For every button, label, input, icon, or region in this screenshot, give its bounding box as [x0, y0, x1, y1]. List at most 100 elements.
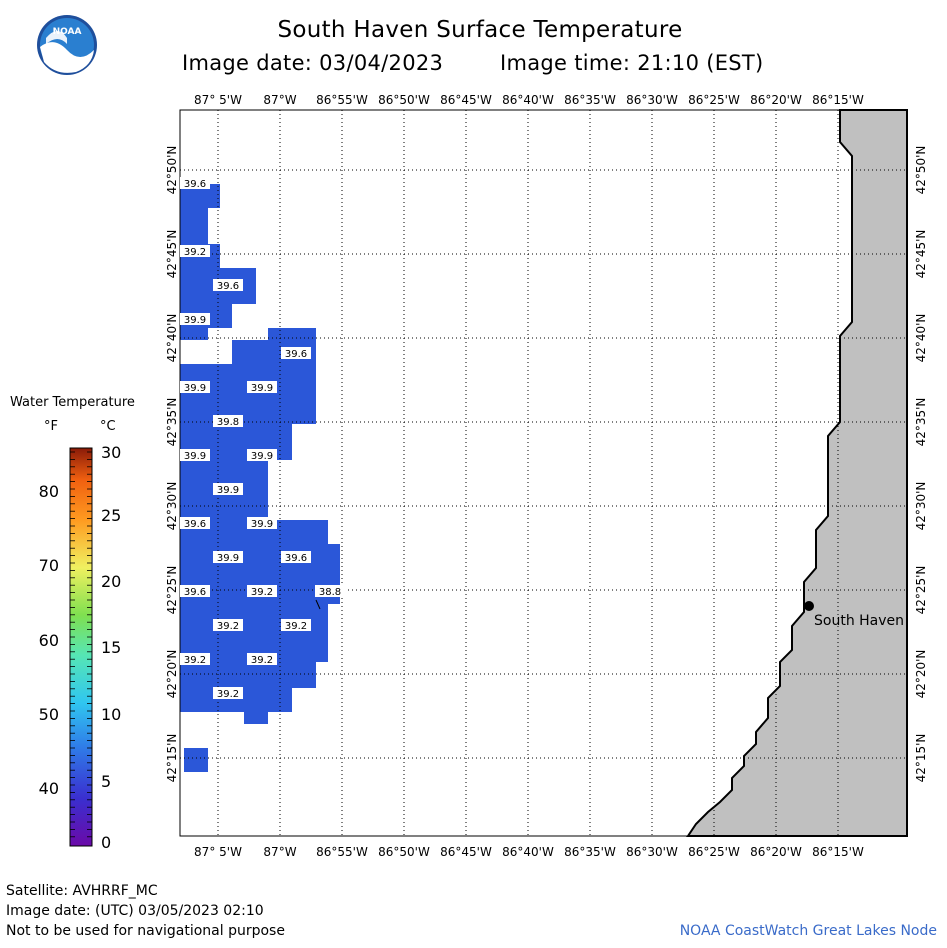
- longitude-label: 86°20'W: [750, 845, 802, 859]
- temperature-label: 39.2: [184, 655, 206, 666]
- longitude-label: 86°25'W: [688, 93, 740, 107]
- temperature-label: 39.9: [184, 383, 206, 394]
- longitude-label: 86°35'W: [564, 845, 616, 859]
- temperature-label-bg: [180, 653, 210, 665]
- longitude-labels-top: 87° 5'W 87°W 86°55'W 86°50'W 86°45'W 86°40'W 8…: [194, 93, 864, 107]
- longitude-label: 86°45'W: [440, 845, 492, 859]
- city-marker-icon: [804, 601, 814, 611]
- temperature-label: 39.2: [251, 587, 273, 598]
- longitude-label: 86°50'W: [378, 93, 430, 107]
- latitude-label: 42°15'N: [914, 734, 928, 783]
- temperature-label: 39.6: [217, 281, 239, 292]
- latitude-label: 42°25'N: [165, 566, 179, 615]
- temperature-label: 39.9: [184, 451, 206, 462]
- water-cell: [180, 544, 340, 586]
- longitude-label: 86°25'W: [688, 845, 740, 859]
- latitude-label: 42°25'N: [914, 566, 928, 615]
- fahrenheit-tick-label: 60: [39, 631, 59, 650]
- temperature-label-bg: [213, 415, 243, 427]
- temperature-label: 39.9: [251, 383, 273, 394]
- latitude-label: 42°35'N: [165, 398, 179, 447]
- celsius-tick-label: 25: [101, 506, 121, 525]
- latitude-label: 42°30'N: [165, 482, 179, 531]
- land-area: [686, 109, 908, 837]
- temperature-label: 39.6: [285, 553, 307, 564]
- latitude-label: 42°30'N: [914, 482, 928, 531]
- celsius-ticks: 30 25 20 15 10 5 0: [101, 443, 121, 852]
- map-title: South Haven Surface Temperature: [277, 17, 683, 43]
- image-time: Image time: 21:10 (EST): [500, 51, 764, 75]
- longitude-label: 86°50'W: [378, 845, 430, 859]
- longitude-label: 87° 5'W: [194, 845, 242, 859]
- logo-text: NOAA: [53, 27, 82, 37]
- graticule: [180, 110, 907, 836]
- label-leader: [315, 599, 321, 610]
- longitude-label: 86°40'W: [502, 93, 554, 107]
- water-cell: [180, 662, 316, 688]
- latitude-label: 42°15'N: [165, 734, 179, 783]
- latitude-label: 42°20'N: [914, 650, 928, 699]
- fahrenheit-tick-label: 70: [39, 556, 59, 575]
- latitude-label: 42°40'N: [914, 314, 928, 363]
- latitude-labels-left: 42°50'N 42°45'N 42°40'N 42°35'N 42°30'N 42°25…: [165, 146, 179, 783]
- water-cell: [180, 364, 316, 424]
- image-date: Image date: 03/04/2023: [182, 51, 444, 75]
- celsius-tick-label: 20: [101, 572, 121, 591]
- celsius-tick-label: 10: [101, 705, 121, 724]
- temperature-label-bg: [213, 279, 243, 291]
- temperature-label: 39.6: [184, 179, 206, 190]
- temperature-label: 39.6: [184, 587, 206, 598]
- temperature-label-bg: [180, 177, 210, 189]
- celsius-tick-label: 0: [101, 833, 111, 852]
- temperature-label: 39.9: [217, 485, 239, 496]
- temperature-label-bg: [180, 517, 210, 529]
- temperature-label: 38.8: [319, 587, 341, 598]
- latitude-label: 42°35'N: [914, 398, 928, 447]
- celsius-tick-label: 15: [101, 638, 121, 657]
- temperature-label: 39.6: [184, 519, 206, 530]
- temperature-label-bg: [180, 449, 210, 461]
- temperature-label: 39.2: [251, 655, 273, 666]
- longitude-label: 86°55'W: [316, 845, 368, 859]
- longitude-label: 86°30'W: [626, 93, 678, 107]
- temperature-label-bg: [180, 585, 210, 597]
- temperature-label-bg: [315, 585, 345, 597]
- fahrenheit-tick-label: 50: [39, 705, 59, 724]
- temperature-label: 39.9: [184, 315, 206, 326]
- temperature-label-bg: [281, 347, 311, 359]
- longitude-label: 87°W: [263, 845, 296, 859]
- temperature-label-bg: [247, 585, 277, 597]
- footer-satellite: Satellite: AVHRRF_MC: [6, 883, 158, 899]
- latitude-label: 42°20'N: [165, 650, 179, 699]
- temperature-label-bg: [180, 313, 210, 325]
- water-cell: [184, 748, 208, 772]
- longitude-label: 86°15'W: [812, 93, 864, 107]
- footer-warning: Not to be used for navigational purpose: [6, 923, 285, 939]
- temperature-label: 39.2: [184, 247, 206, 258]
- temperature-label-bg: [213, 687, 243, 699]
- temperature-label-bg: [213, 551, 243, 563]
- temperature-label-bg: [213, 619, 243, 631]
- longitude-label: 86°40'W: [502, 845, 554, 859]
- latitude-label: 42°45'N: [914, 230, 928, 279]
- longitude-label: 87°W: [263, 93, 296, 107]
- longitude-label: 86°20'W: [750, 93, 802, 107]
- temperature-label: 39.2: [217, 689, 239, 700]
- noaa-logo-icon: NOAA: [37, 15, 97, 75]
- legend-unit-c: °C: [100, 419, 116, 434]
- temperature-labels: 39.6 39.2 39.6 39.9 39.6 39.9 39.9 39.8 39.9 39.9…: [180, 177, 345, 700]
- latitude-label: 42°50'N: [165, 146, 179, 195]
- latitude-label: 42°45'N: [165, 230, 179, 279]
- latitude-label: 42°50'N: [914, 146, 928, 195]
- legend-unit-f: °F: [44, 419, 58, 434]
- temperature-label: 39.9: [251, 519, 273, 530]
- celsius-tick-label: 30: [101, 443, 121, 462]
- fahrenheit-ticks: 80 70 60 50 40: [39, 482, 59, 798]
- longitude-label: 86°35'W: [564, 93, 616, 107]
- temperature-label: 39.9: [251, 451, 273, 462]
- celsius-tick-label: 5: [101, 772, 111, 791]
- latitude-labels-right: 42°50'N 42°45'N 42°40'N 42°35'N 42°30'N 42°25…: [914, 146, 928, 783]
- longitude-label: 86°55'W: [316, 93, 368, 107]
- water-cell: [180, 512, 268, 520]
